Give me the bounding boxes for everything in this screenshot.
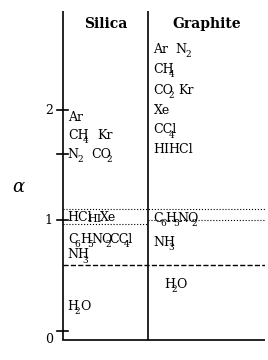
Text: 1: 1 [45,214,53,227]
Text: Kr: Kr [98,129,113,142]
Text: C: C [68,233,77,246]
Text: Kr: Kr [178,84,194,97]
Text: 6: 6 [161,219,166,228]
Text: 4: 4 [83,136,88,145]
Text: CO: CO [91,148,111,161]
Text: NH: NH [68,248,90,261]
Text: 2: 2 [75,307,80,316]
Text: HCl: HCl [68,211,92,224]
Text: N: N [68,148,79,161]
Text: H: H [166,212,177,225]
Text: H: H [80,233,91,246]
Text: 5: 5 [87,240,93,249]
Text: 3: 3 [83,256,88,265]
Text: O: O [176,278,187,291]
Text: N: N [176,43,187,56]
Text: NO: NO [177,212,199,225]
Text: CCl: CCl [109,233,133,246]
Text: H: H [68,300,79,313]
Text: 2: 2 [106,155,111,164]
Text: Ar: Ar [68,111,83,124]
Text: NH: NH [154,236,176,249]
Text: Silica: Silica [84,17,127,31]
Text: C: C [154,212,163,225]
Text: α: α [12,178,24,196]
Text: CCl: CCl [154,123,177,136]
Text: 2: 2 [105,240,111,249]
Text: 5: 5 [173,219,179,228]
Text: 2: 2 [191,219,197,228]
Text: Xe: Xe [100,211,117,224]
Text: NO: NO [92,233,113,246]
Text: 2: 2 [171,285,177,294]
Text: HCl: HCl [168,143,192,156]
Text: CH: CH [68,129,88,142]
Text: 2: 2 [77,155,83,164]
Text: 3: 3 [168,243,174,252]
Text: CH: CH [154,63,174,76]
Text: 4: 4 [168,70,174,79]
Text: 4: 4 [168,131,174,140]
Text: 2: 2 [185,50,191,59]
Text: HI: HI [87,214,102,224]
Text: 2: 2 [168,91,174,100]
Text: H: H [164,278,175,291]
Text: Xe: Xe [154,104,170,117]
Text: 0: 0 [45,333,53,346]
Text: HI: HI [154,143,170,156]
Text: 2: 2 [45,104,53,117]
Text: O: O [80,300,90,313]
Text: 4: 4 [124,240,130,249]
Text: 6: 6 [75,240,80,249]
Text: Graphite: Graphite [173,17,241,31]
Text: CO: CO [154,84,174,97]
Text: Ar: Ar [154,43,169,56]
